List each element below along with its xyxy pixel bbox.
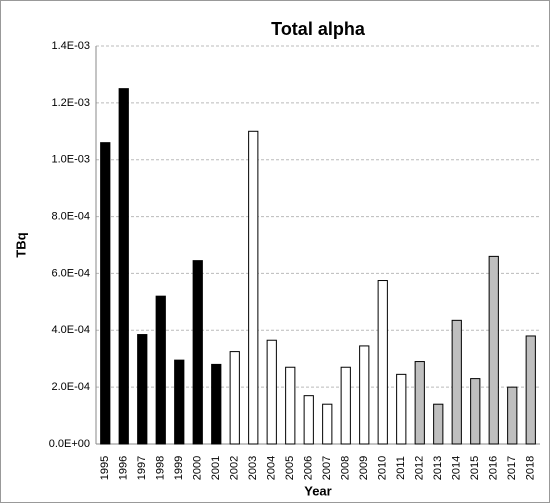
- bar: [359, 345, 370, 445]
- x-tick-label: 2016: [488, 456, 500, 480]
- chart-title: Total alpha: [271, 19, 366, 39]
- x-tick-label: 2011: [395, 456, 407, 480]
- x-tick-label: 2001: [210, 456, 222, 480]
- x-tick-label: 1996: [118, 456, 130, 480]
- x-tick-label: 2008: [340, 456, 352, 480]
- x-tick-label: 2005: [284, 456, 296, 480]
- bar: [285, 366, 296, 445]
- x-tick-label: 2003: [247, 456, 259, 480]
- bar: [155, 295, 166, 445]
- x-tick-label: 2000: [192, 456, 204, 480]
- x-tick-label: 1995: [99, 456, 111, 480]
- bar: [507, 386, 518, 445]
- x-tick-label: 2006: [303, 456, 315, 480]
- bar: [248, 130, 259, 445]
- x-tick-label: 2015: [469, 456, 481, 480]
- y-tick-label: 1.4E-03: [51, 40, 90, 52]
- bar: [266, 339, 277, 445]
- bar: [433, 403, 444, 445]
- bar: [377, 280, 388, 445]
- y-tick-label: 4.0E-04: [51, 324, 90, 336]
- x-tick-label: 2004: [266, 456, 278, 480]
- x-tick-label: 2013: [432, 456, 444, 480]
- x-tick-label: 1997: [136, 456, 148, 480]
- x-tick-label: 1999: [173, 456, 185, 480]
- bar: [414, 361, 425, 445]
- bar: [303, 395, 314, 445]
- x-tick-label: 2010: [377, 456, 389, 480]
- bar: [488, 255, 499, 445]
- y-axis-label: TBq: [13, 232, 28, 257]
- x-tick-label: 2009: [358, 456, 370, 480]
- y-tick-label: 0.0E+00: [49, 438, 90, 450]
- bar: [229, 351, 240, 445]
- x-tick-label: 2018: [525, 456, 537, 480]
- x-tick-label: 2002: [229, 456, 241, 480]
- bar: [137, 334, 148, 445]
- y-tick-label: 8.0E-04: [51, 210, 90, 222]
- bar: [118, 88, 129, 445]
- y-tick-label: 1.0E-03: [51, 154, 90, 166]
- bar: [525, 335, 536, 445]
- x-tick-label: 2007: [321, 456, 333, 480]
- x-tick-label: 2017: [506, 456, 518, 480]
- y-tick-label: 2.0E-04: [51, 381, 90, 393]
- x-tick-label: 1998: [155, 456, 167, 480]
- bar: [470, 378, 481, 445]
- bar: [174, 359, 185, 445]
- bar: [100, 142, 111, 445]
- x-tick-label: 2014: [451, 456, 463, 480]
- y-tick-label: 1.2E-03: [51, 97, 90, 109]
- bar: [451, 319, 462, 445]
- bar: [340, 366, 351, 445]
- x-tick-label: 2012: [414, 456, 426, 480]
- bar: [396, 373, 407, 445]
- y-tick-label: 6.0E-04: [51, 267, 90, 279]
- bar: [192, 260, 203, 445]
- x-axis-label: Year: [304, 483, 331, 498]
- bar: [211, 363, 222, 445]
- bar: [322, 403, 333, 445]
